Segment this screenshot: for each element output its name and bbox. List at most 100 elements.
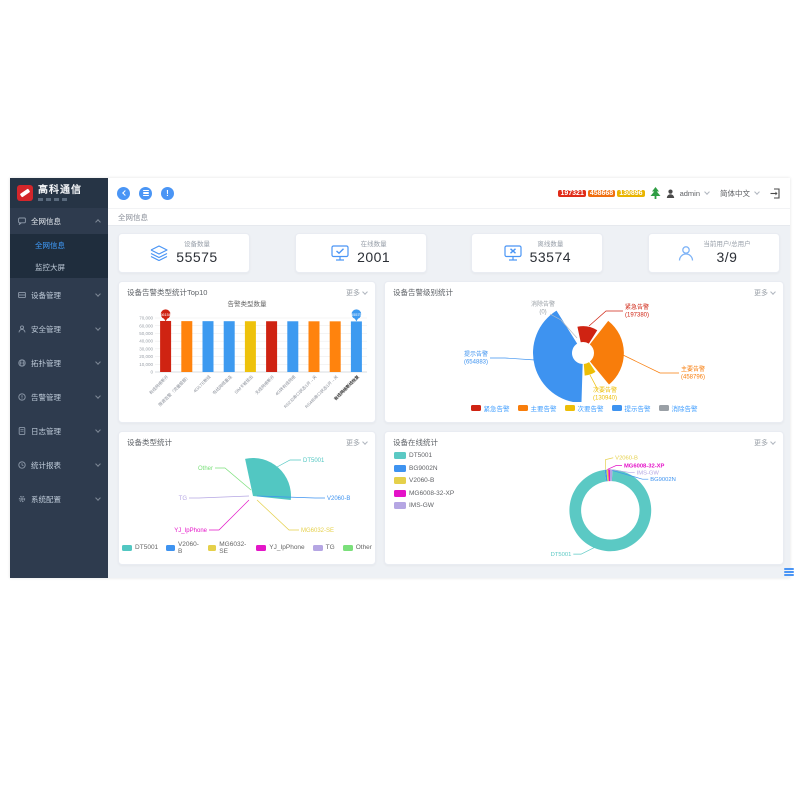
- sidebar-item[interactable]: 告警管理: [10, 380, 108, 414]
- svg-text:DT5001: DT5001: [551, 552, 572, 558]
- legend-item[interactable]: Other: [342, 544, 372, 551]
- user-icon: [18, 325, 26, 333]
- breadcrumb-item[interactable]: 全网信息: [118, 212, 148, 222]
- app-window: 高科通信 全网信息 全网信息 监控大屏 设备管理 安全管理 拓扑管理 告警管理 日志管理 统计报…: [10, 178, 794, 578]
- legend-item[interactable]: YJ_IpPhone: [256, 544, 305, 551]
- svg-text:BG9002N: BG9002N: [650, 477, 676, 483]
- legend-item[interactable]: 次要告警: [564, 403, 604, 413]
- legend-label: MG6032-SE: [219, 540, 247, 555]
- legend-label: 次要告警: [577, 405, 604, 413]
- legend-item[interactable]: 紧急告警: [470, 403, 510, 413]
- card-title: 设备类型统计: [127, 438, 172, 447]
- device-online-donut-chart[interactable]: V2060-B MG6008-32-XP IMS-GW BG9002N DT5001: [393, 448, 777, 559]
- sidebar-item[interactable]: 全网信息: [10, 208, 108, 234]
- legend-item[interactable]: V2060-B: [394, 477, 454, 484]
- svg-text:无线网络断开: 无线网络断开: [253, 373, 276, 396]
- svg-text:(197380): (197380): [625, 313, 649, 319]
- device-type-pie-chart[interactable]: DT5001 V2060-B MG6032-SE YJ_IpPhone TG Other: [127, 448, 369, 542]
- legend-item[interactable]: 消除告警: [658, 403, 698, 413]
- legend-item[interactable]: IMS-GW: [394, 502, 454, 509]
- sidebar-subitem[interactable]: 全网信息: [10, 234, 108, 256]
- breadcrumb: 全网信息: [108, 208, 790, 226]
- legend-label: 提示告警: [624, 405, 651, 413]
- report-icon: [18, 461, 26, 469]
- sidebar-item[interactable]: 设备管理: [10, 278, 108, 312]
- svg-text:40,000: 40,000: [139, 339, 153, 344]
- alarm-type-bar-chart[interactable]: 0 10,000 20,000 30,000 40,000 50,000 60,000 70,…: [127, 308, 369, 414]
- more-link[interactable]: 更多: [346, 438, 368, 448]
- stat-card: 当前用户/总用户 3/9: [647, 233, 780, 273]
- svg-text:MG6032-SE: MG6032-SE: [301, 528, 334, 534]
- more-link[interactable]: 更多: [346, 288, 368, 298]
- language-select[interactable]: 简体中文: [720, 188, 750, 198]
- alarm-count-badge[interactable]: 197321: [558, 189, 586, 197]
- legend-item[interactable]: MG6008-32-XP: [394, 489, 454, 497]
- legend-swatch: [256, 544, 267, 551]
- alarm-count-badge[interactable]: 458668: [587, 189, 616, 197]
- brand-logo: 高科通信: [10, 178, 108, 208]
- sidebar-item[interactable]: 统计报表: [10, 448, 108, 482]
- user-avatar-icon: [666, 189, 674, 198]
- more-link[interactable]: 更多: [754, 288, 776, 298]
- layers-icon: [151, 245, 168, 261]
- legend-label: Other: [355, 544, 372, 551]
- svg-text:66158: 66158: [160, 313, 171, 317]
- message-icon: [18, 217, 26, 225]
- card-title: 设备在线统计: [393, 438, 438, 447]
- sidebar-item[interactable]: 日志管理: [10, 414, 108, 448]
- legend-label: 告警类型数量: [227, 301, 267, 308]
- legend-swatch: [470, 404, 481, 411]
- card-alarm-level-stats: 设备告警级别统计 更多 紧急告警 (197380) 主要告警 (458796) 次要告警…: [384, 281, 784, 423]
- alarm-level-rose-chart[interactable]: 紧急告警 (197380) 主要告警 (458796) 次要告警 (130940) 提示告警…: [393, 298, 777, 402]
- legend-item[interactable]: DT5001: [122, 544, 158, 551]
- stat-cards-row: 设备数量 55575 在线数量 2001 离线数量 53574 当前用户/总用户 3/9: [118, 233, 780, 273]
- person-icon: [679, 246, 694, 261]
- legend-label: 主要告警: [530, 405, 557, 413]
- legend-item[interactable]: 提示告警: [611, 403, 651, 413]
- svg-text:YJ_IpPhone: YJ_IpPhone: [174, 528, 207, 534]
- stat-card: 离线数量 53574: [471, 233, 604, 273]
- svg-text:DT5001: DT5001: [303, 458, 325, 464]
- svg-text:主要告警: 主要告警: [681, 365, 705, 373]
- legend-item[interactable]: MG6032-SE: [208, 541, 248, 555]
- chevron-down-icon: [95, 427, 101, 433]
- sidebar-subitem[interactable]: 监控大屏: [10, 256, 108, 278]
- svg-text:50,000: 50,000: [139, 331, 153, 336]
- sidebar-item-label: 日志管理: [31, 426, 61, 436]
- sidebar-item[interactable]: 拓扑管理: [10, 346, 108, 380]
- sidebar-item[interactable]: 系统配置: [10, 482, 108, 516]
- alert-button[interactable]: !: [161, 186, 174, 200]
- legend-swatch: [394, 477, 406, 484]
- list-toggle-icon[interactable]: [784, 568, 794, 576]
- legend-label: BG9002N: [409, 464, 438, 472]
- brand-tagline: [38, 197, 82, 201]
- legend-item[interactable]: TG: [312, 544, 335, 551]
- legend-label: YJ_IpPhone: [269, 544, 305, 551]
- stat-label: 设备数量: [184, 240, 210, 248]
- stat-label: 在线数量: [360, 240, 387, 248]
- svg-text:10,000: 10,000: [139, 362, 153, 367]
- legend-swatch: [208, 544, 217, 551]
- sidebar-item[interactable]: 安全管理: [10, 312, 108, 346]
- sidebar: 高科通信 全网信息 全网信息 监控大屏 设备管理 安全管理 拓扑管理 告警管理 日志管理 统计报…: [10, 178, 108, 578]
- svg-text:(458796): (458796): [681, 375, 705, 381]
- legend-item[interactable]: BG9002N: [394, 464, 454, 472]
- svg-text:有线网络重连: 有线网络重连: [211, 373, 234, 396]
- back-button[interactable]: [117, 186, 130, 200]
- legend-item[interactable]: 主要告警: [517, 403, 557, 413]
- card-alarm-type-stats: 设备告警类型统计Top10 更多 告警类型数量 0 10,000 20,000 30,…: [118, 281, 376, 423]
- alarm-count-badge[interactable]: 130896: [617, 189, 645, 197]
- svg-text:消除告警: 消除告警: [531, 300, 555, 308]
- tree-icon[interactable]: [650, 187, 661, 199]
- legend-item[interactable]: DT5001: [394, 452, 454, 459]
- legend-swatch: [342, 544, 353, 551]
- menu-button[interactable]: [139, 186, 152, 200]
- legend-item[interactable]: 告警类型数量: [228, 298, 267, 308]
- legend-item[interactable]: V2060-B: [166, 541, 200, 555]
- more-link[interactable]: 更多: [754, 438, 776, 448]
- svg-text:20,000: 20,000: [139, 354, 153, 359]
- svg-text:(654883): (654883): [464, 360, 488, 366]
- username[interactable]: admin: [679, 188, 700, 198]
- logout-icon[interactable]: [770, 187, 781, 199]
- svg-text:MG6008-32-XP: MG6008-32-XP: [624, 463, 665, 469]
